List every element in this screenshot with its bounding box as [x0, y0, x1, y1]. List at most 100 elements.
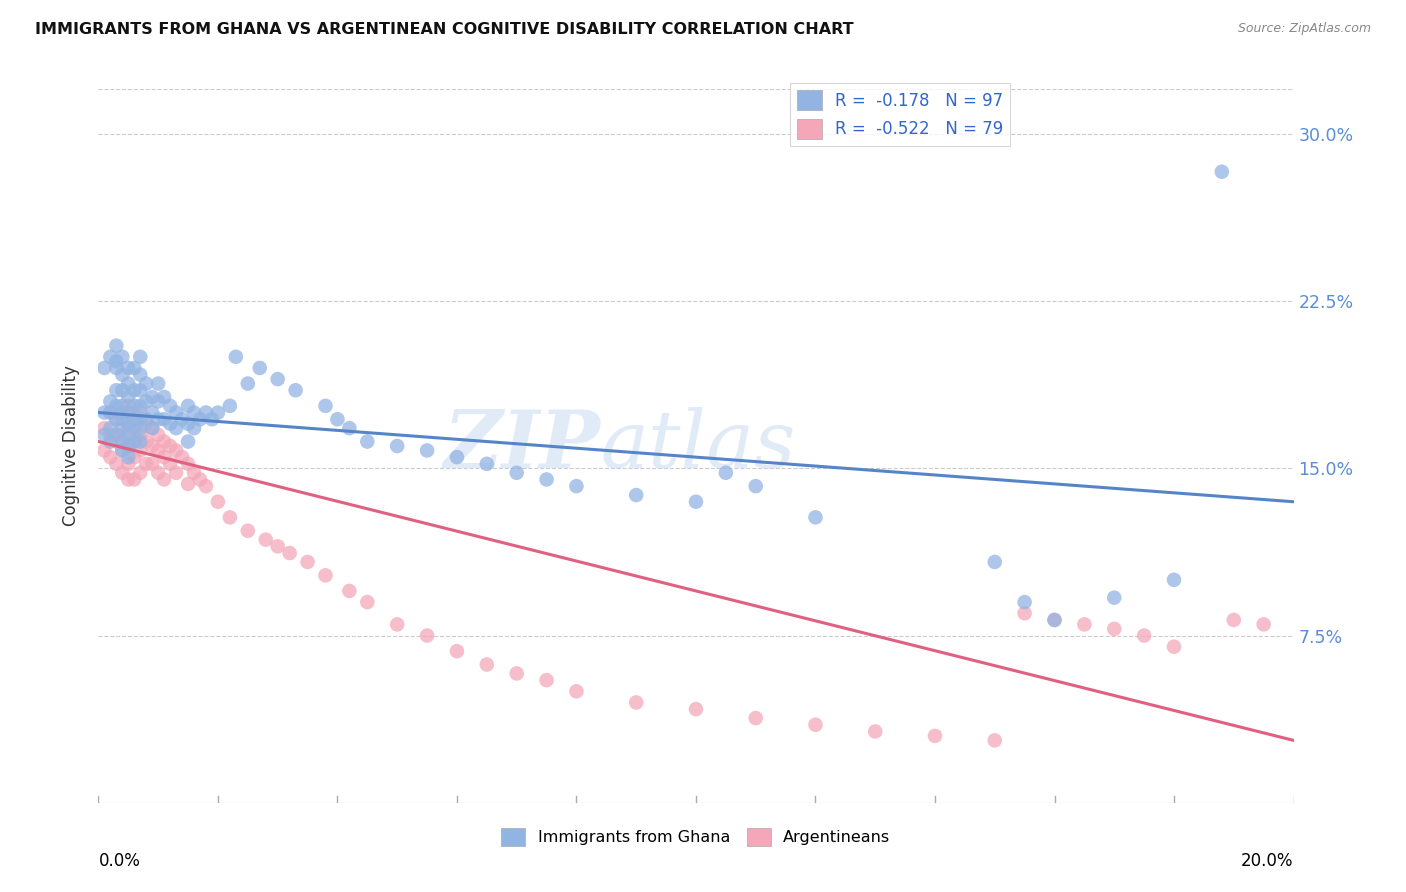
Point — [165, 443, 187, 458]
Point — [195, 479, 218, 493]
Point — [105, 360, 128, 375]
Point — [105, 427, 128, 442]
Point — [177, 417, 200, 431]
Point — [148, 394, 170, 409]
Point — [98, 405, 122, 419]
Point — [135, 394, 157, 409]
Point — [1043, 613, 1066, 627]
Point — [129, 466, 152, 480]
Point — [315, 399, 337, 413]
Point — [685, 702, 707, 716]
Text: 20.0%: 20.0% — [1241, 852, 1294, 870]
Point — [141, 405, 163, 419]
Legend: Immigrants from Ghana, Argentineans: Immigrants from Ghana, Argentineans — [495, 822, 897, 852]
Point — [714, 466, 737, 480]
Point — [111, 384, 134, 398]
Point — [105, 399, 128, 413]
Point — [1223, 613, 1246, 627]
Point — [356, 434, 378, 449]
Point — [284, 384, 307, 398]
Point — [475, 657, 498, 672]
Point — [219, 510, 242, 524]
Text: IMMIGRANTS FROM GHANA VS ARGENTINEAN COGNITIVE DISABILITY CORRELATION CHART: IMMIGRANTS FROM GHANA VS ARGENTINEAN COG… — [35, 22, 853, 37]
Point — [98, 394, 122, 409]
Point — [326, 412, 349, 426]
Point — [1104, 591, 1126, 605]
Point — [165, 466, 187, 480]
Y-axis label: Cognitive Disability: Cognitive Disability — [62, 366, 80, 526]
Point — [93, 405, 115, 419]
Point — [745, 479, 768, 493]
Point — [159, 439, 181, 453]
Point — [111, 421, 134, 435]
Point — [236, 524, 259, 538]
Point — [98, 350, 122, 364]
Point — [385, 617, 409, 632]
Point — [117, 457, 139, 471]
Point — [129, 384, 152, 398]
Point — [177, 399, 200, 413]
Point — [117, 390, 139, 404]
Point — [111, 466, 134, 480]
Point — [117, 450, 139, 464]
Point — [111, 434, 134, 449]
Point — [177, 476, 200, 491]
Point — [506, 666, 529, 681]
Text: atlas: atlas — [600, 408, 796, 484]
Point — [339, 583, 361, 598]
Point — [98, 427, 122, 442]
Point — [117, 439, 139, 453]
Point — [117, 473, 139, 487]
Point — [416, 443, 439, 458]
Point — [117, 417, 139, 431]
Point — [105, 412, 128, 426]
Point — [172, 412, 194, 426]
Point — [129, 427, 152, 442]
Point — [153, 390, 176, 404]
Point — [356, 595, 378, 609]
Point — [207, 494, 229, 508]
Point — [865, 724, 887, 739]
Point — [1043, 613, 1066, 627]
Point — [129, 421, 152, 435]
Point — [129, 368, 152, 382]
Point — [105, 338, 128, 352]
Point — [105, 457, 128, 471]
Point — [565, 684, 588, 698]
Point — [129, 399, 152, 413]
Point — [124, 399, 146, 413]
Point — [745, 711, 768, 725]
Point — [195, 405, 218, 419]
Point — [111, 350, 134, 364]
Point — [124, 434, 146, 449]
Point — [124, 384, 146, 398]
Point — [685, 494, 707, 508]
Point — [267, 539, 290, 553]
Point — [188, 473, 211, 487]
Point — [117, 405, 139, 419]
Point — [135, 376, 157, 391]
Point — [1073, 617, 1095, 632]
Point — [416, 628, 439, 642]
Point — [105, 354, 128, 368]
Point — [1163, 573, 1185, 587]
Point — [297, 555, 319, 569]
Point — [105, 384, 128, 398]
Point — [1133, 628, 1156, 642]
Point — [111, 427, 134, 442]
Point — [536, 673, 558, 687]
Point — [159, 457, 181, 471]
Point — [135, 412, 157, 426]
Point — [153, 412, 176, 426]
Point — [446, 450, 468, 464]
Point — [385, 439, 409, 453]
Point — [153, 434, 176, 449]
Point — [111, 399, 134, 413]
Point — [111, 368, 134, 382]
Point — [1163, 640, 1185, 654]
Point — [177, 434, 200, 449]
Point — [105, 434, 128, 449]
Point — [159, 399, 181, 413]
Point — [339, 421, 361, 435]
Point — [117, 439, 139, 453]
